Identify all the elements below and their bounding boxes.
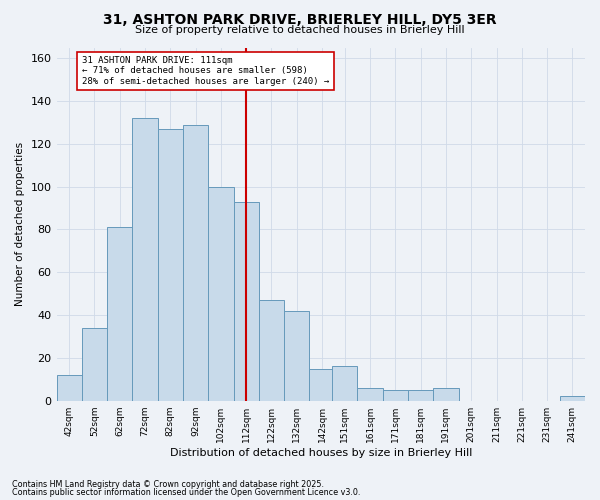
Bar [433,388,458,400]
Bar [233,202,259,400]
Bar [133,118,158,401]
Bar [208,186,233,400]
Text: Contains public sector information licensed under the Open Government Licence v3: Contains public sector information licen… [12,488,361,497]
Text: 31, ASHTON PARK DRIVE, BRIERLEY HILL, DY5 3ER: 31, ASHTON PARK DRIVE, BRIERLEY HILL, DY… [103,12,497,26]
Bar [284,311,310,400]
Bar [183,124,208,400]
Bar [560,396,585,400]
Bar [259,300,284,400]
Bar [107,228,133,400]
Bar [408,390,433,400]
Text: Size of property relative to detached houses in Brierley Hill: Size of property relative to detached ho… [135,25,465,35]
Bar [383,390,408,400]
Text: 31 ASHTON PARK DRIVE: 111sqm
← 71% of detached houses are smaller (598)
28% of s: 31 ASHTON PARK DRIVE: 111sqm ← 71% of de… [82,56,329,86]
Bar [358,388,383,400]
Bar [56,375,82,400]
Bar [82,328,107,400]
X-axis label: Distribution of detached houses by size in Brierley Hill: Distribution of detached houses by size … [170,448,472,458]
Bar [332,366,358,400]
Text: Contains HM Land Registry data © Crown copyright and database right 2025.: Contains HM Land Registry data © Crown c… [12,480,324,489]
Bar [158,129,183,400]
Y-axis label: Number of detached properties: Number of detached properties [15,142,25,306]
Bar [310,368,335,400]
